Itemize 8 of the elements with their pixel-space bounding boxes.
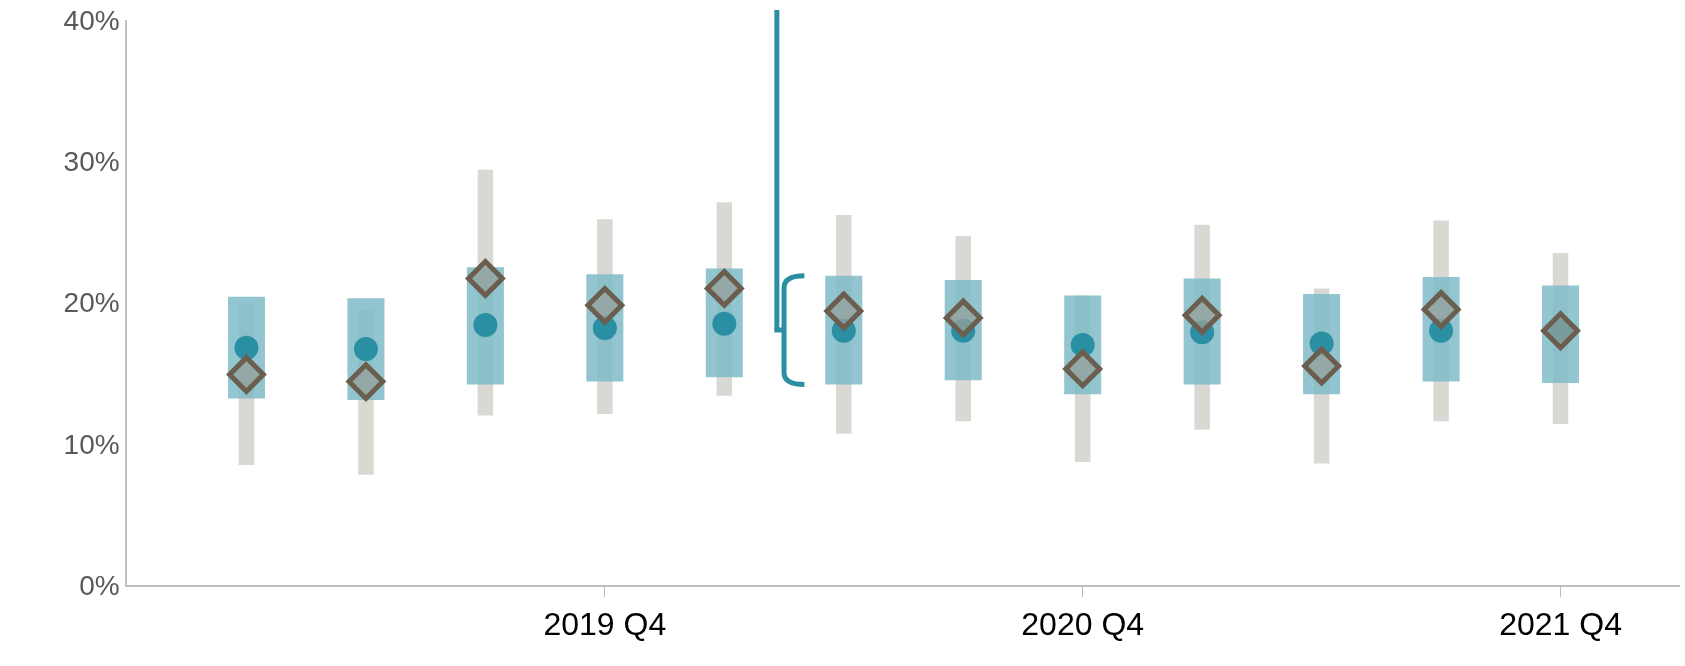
y-tick-label: 0% (79, 569, 120, 601)
y-tick-label: 10% (63, 428, 120, 460)
x-tick-label: 2019 Q4 (543, 606, 667, 643)
y-tick-label: 30% (63, 146, 120, 178)
x-tick-label: 2020 Q4 (1021, 606, 1145, 643)
y-tick-label: 20% (63, 287, 120, 319)
y-tick-label: 40% (63, 4, 120, 36)
x-tick-label: 2021 Q4 (1499, 606, 1622, 643)
